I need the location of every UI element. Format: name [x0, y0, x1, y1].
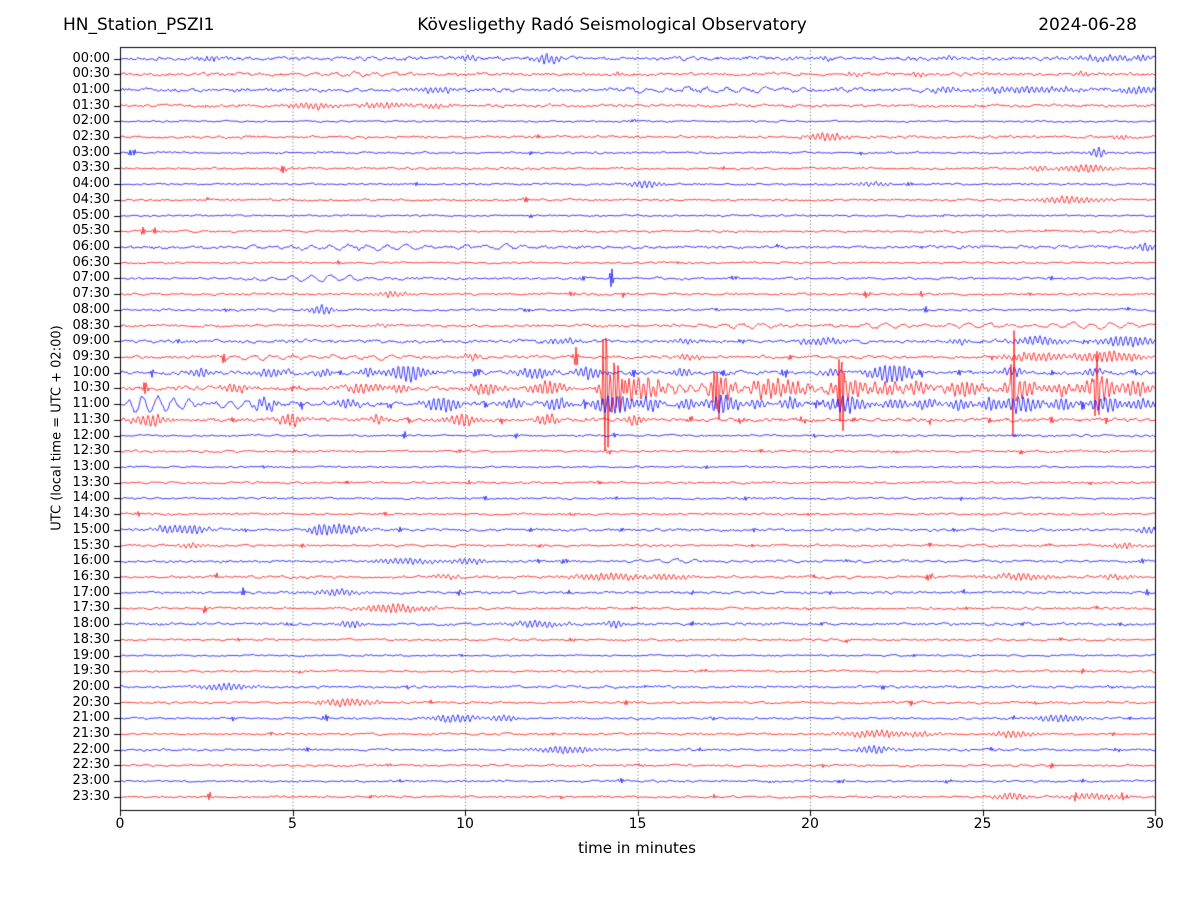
- y-tick-label: 02:30: [72, 129, 110, 145]
- y-tick-label: 01:30: [72, 97, 110, 113]
- y-tick-label: 20:00: [72, 678, 110, 694]
- y-tick-label: 11:00: [72, 396, 110, 412]
- y-tick-label: 22:30: [72, 757, 110, 773]
- y-tick-label: 22:00: [72, 741, 110, 757]
- y-tick-label: 10:30: [72, 380, 110, 396]
- date-title: 2024-06-28: [1038, 15, 1137, 35]
- x-axis-label: time in minutes: [578, 839, 696, 857]
- y-tick-label: 07:30: [72, 286, 110, 302]
- y-tick-label: 14:00: [72, 490, 110, 506]
- y-tick-label: 04:00: [72, 176, 110, 192]
- y-tick-label: 17:00: [72, 584, 110, 600]
- y-tick-label: 00:30: [72, 66, 110, 82]
- y-tick-label: 04:30: [72, 191, 110, 207]
- y-tick-label: 19:00: [72, 647, 110, 663]
- y-tick-label: 15:30: [72, 537, 110, 553]
- x-tick-label: 10: [456, 816, 474, 832]
- x-tick-label: 30: [1146, 816, 1164, 832]
- y-tick-label: 18:30: [72, 631, 110, 647]
- x-tick-label: 0: [115, 816, 125, 832]
- y-tick-label: 14:30: [72, 506, 110, 522]
- y-tick-label: 11:30: [72, 411, 110, 427]
- y-tick-label: 01:00: [72, 81, 110, 97]
- y-tick-label: 21:30: [72, 726, 110, 742]
- y-tick-label: 03:00: [72, 144, 110, 160]
- y-tick-label: 13:00: [72, 458, 110, 474]
- y-tick-label: 08:00: [72, 301, 110, 317]
- y-tick-label: 13:30: [72, 474, 110, 490]
- y-tick-label: 08:30: [72, 317, 110, 333]
- y-tick-label: 06:30: [72, 254, 110, 270]
- y-tick-label: 16:00: [72, 553, 110, 569]
- y-tick-label: 20:30: [72, 694, 110, 710]
- station-title: HN_Station_PSZI1: [63, 15, 215, 35]
- observatory-title: Kövesligethy Radó Seismological Observat…: [417, 15, 807, 35]
- x-tick-label: 25: [973, 816, 992, 832]
- x-tick-label: 5: [288, 816, 297, 832]
- y-tick-label: 16:30: [72, 568, 110, 584]
- y-tick-label: 03:30: [72, 160, 110, 176]
- y-tick-label: 19:30: [72, 663, 110, 679]
- y-tick-label: 00:00: [72, 50, 110, 66]
- y-tick-label: 07:00: [72, 270, 110, 286]
- x-tick-label: 20: [801, 816, 819, 832]
- x-tick-label: 15: [628, 816, 647, 832]
- y-tick-label: 09:30: [72, 349, 110, 364]
- y-tick-label: 02:00: [72, 113, 110, 129]
- y-tick-label: 17:30: [72, 600, 110, 616]
- y-tick-label: 09:00: [72, 333, 110, 349]
- y-tick-label: 15:00: [72, 521, 110, 537]
- y-tick-label: 12:30: [72, 443, 110, 459]
- y-tick-label: 10:00: [72, 364, 110, 380]
- y-tick-label: 18:00: [72, 616, 110, 632]
- y-tick-label: 06:00: [72, 239, 110, 255]
- y-tick-label: 23:00: [72, 773, 110, 789]
- y-tick-label: 23:30: [72, 788, 110, 804]
- y-tick-label: 05:00: [72, 207, 110, 223]
- y-tick-label: 12:00: [72, 427, 110, 443]
- y-tick-label: 21:00: [72, 710, 110, 726]
- y-tick-label: 05:30: [72, 223, 110, 239]
